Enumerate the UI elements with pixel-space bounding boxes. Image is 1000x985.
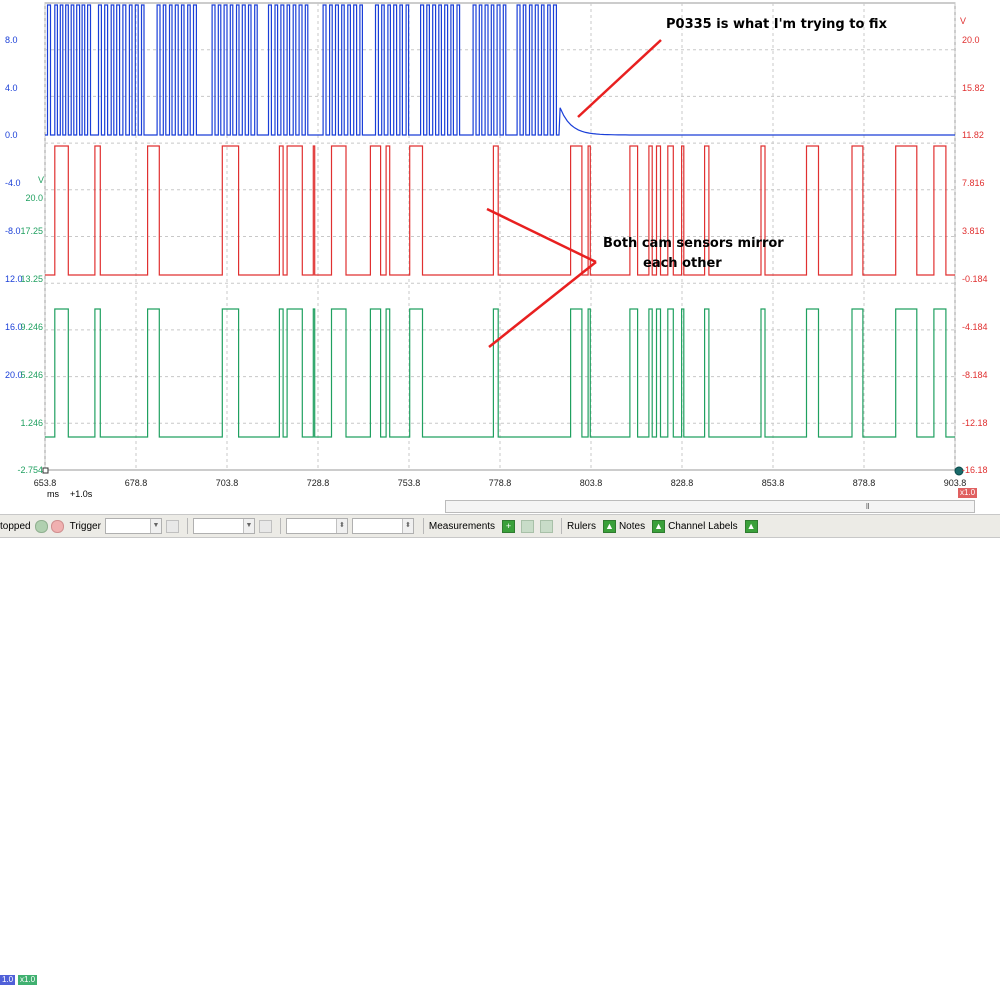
annotation-p0335: P0335 is what I'm trying to fix [666, 17, 887, 32]
x-axis-tick: 728.8 [306, 478, 330, 488]
red-axis-tick: 20.0 [962, 35, 980, 45]
x-axis-tick: 878.8 [852, 478, 876, 488]
notes-label: Notes [618, 520, 646, 532]
red-axis-tick: -4.184 [962, 322, 988, 332]
trigger-mode-select[interactable]: ▼ [104, 518, 162, 534]
channel-labels-label: Channel Labels [668, 520, 738, 532]
blue-axis-tick: 20.0 [5, 370, 23, 380]
status-label: topped [0, 520, 31, 532]
series-trace-1 [45, 145, 955, 276]
horizontal-scrollbar[interactable]: ll [445, 500, 975, 513]
chevron-down-icon: ▼ [149, 519, 161, 533]
blue-scale-chip[interactable]: 1.0 [0, 975, 16, 985]
oscilloscope-view[interactable]: 8.0 4.0 0.0 -4.0 -8.0 12.0 16.0 20.0 V 20.0 17.25 1… [0, 0, 1000, 510]
green-axis-tick: 9.246 [20, 322, 43, 332]
chevron-down-icon: ▼ [242, 519, 254, 533]
measurements-label: Measurements [428, 520, 496, 532]
threshold-field[interactable]: ⬍ [285, 518, 348, 534]
red-axis-unit: V [960, 16, 967, 26]
ruler-handle-icon [954, 466, 964, 476]
trigger-source-select[interactable]: ▼ [192, 518, 255, 534]
green-axis-tick: 20.0 [25, 193, 43, 203]
series-trace-0 [45, 4, 955, 136]
green-scale-chip[interactable]: x1.0 [18, 975, 38, 985]
green-axis-tick: 13.25 [20, 274, 43, 284]
trigger-settings-icon[interactable] [258, 519, 272, 533]
x-axis-tick: 828.8 [670, 478, 694, 488]
annotation-mirror-line1: Both cam sensors mirror [603, 236, 784, 251]
time-axis-bar: 1.0 x1.0 [0, 487, 1000, 985]
origin-marker [42, 467, 49, 474]
red-axis-tick: -16.18 [962, 465, 988, 475]
x-axis-tick: 778.8 [488, 478, 512, 488]
red-axis-tick: -0.184 [962, 274, 988, 284]
x-axis-tick: 653.8 [33, 478, 57, 488]
stepper-icon: ⬍ [335, 519, 347, 533]
scrollbar-grip-icon[interactable]: ll [866, 502, 870, 511]
red-axis-tick: 11.82 [962, 130, 984, 140]
x-axis-tick: 803.8 [579, 478, 603, 488]
green-axis-tick: -2.754 [17, 465, 43, 475]
time-unit-label: ms [47, 489, 59, 499]
green-axis-unit: V [38, 175, 45, 185]
trigger-label: Trigger [69, 520, 101, 532]
x-axis-tick: 903.8 [943, 478, 967, 488]
stepper-icon: ⬍ [401, 519, 413, 533]
bottom-toolbar: topped Trigger ▼ ▼ ⬍ ⬍ Measurements + Ru… [0, 514, 1000, 538]
remove-measurement-button[interactable] [521, 519, 535, 533]
blue-axis-tick: 12.0 [5, 274, 23, 284]
blue-axis-tick: 0.0 [5, 130, 18, 140]
red-scale-chip[interactable]: x1.0 [958, 488, 978, 498]
red-axis-tick: -8.184 [962, 370, 988, 380]
blue-axis-tick: -8.0 [5, 226, 21, 236]
divider [186, 518, 188, 534]
green-axis-tick: 5.246 [20, 370, 43, 380]
rulers-label: Rulers [567, 520, 596, 532]
trigger-edge-icon[interactable] [165, 519, 179, 533]
red-axis-tick: -12.18 [962, 418, 988, 428]
zoom-label: +1.0s [70, 489, 93, 499]
annotation-mirror-line2: each other [643, 256, 722, 271]
divider [422, 518, 424, 534]
blue-axis-tick: 8.0 [5, 35, 18, 45]
green-axis-tick: 1.246 [20, 418, 43, 428]
plot-area[interactable] [0, 0, 1000, 510]
red-axis-tick: 15.82 [962, 83, 985, 93]
red-axis-tick: 7.816 [962, 178, 985, 188]
divider [279, 518, 281, 534]
x-axis-tick: 703.8 [215, 478, 239, 488]
green-axis-tick: 17.25 [20, 226, 43, 236]
start-icon[interactable] [34, 519, 48, 533]
stop-icon[interactable] [50, 519, 64, 533]
blue-axis-tick: 16.0 [5, 322, 23, 332]
red-axis-tick: 3.816 [962, 226, 985, 236]
blue-axis-tick: -4.0 [5, 178, 21, 188]
pre-trigger-field[interactable]: ⬍ [351, 518, 414, 534]
notes-toggle-button[interactable]: ▲ [652, 519, 666, 533]
edit-measurement-button[interactable] [540, 519, 554, 533]
x-axis-tick: 753.8 [397, 478, 421, 488]
add-measurement-button[interactable]: + [502, 519, 516, 533]
divider [561, 518, 563, 534]
x-axis-tick: 853.8 [761, 478, 785, 488]
blue-axis-tick: 4.0 [5, 83, 18, 93]
rulers-toggle-button[interactable]: ▲ [602, 519, 616, 533]
channel-labels-toggle-button[interactable]: ▲ [744, 519, 758, 533]
x-axis-tick: 678.8 [124, 478, 148, 488]
